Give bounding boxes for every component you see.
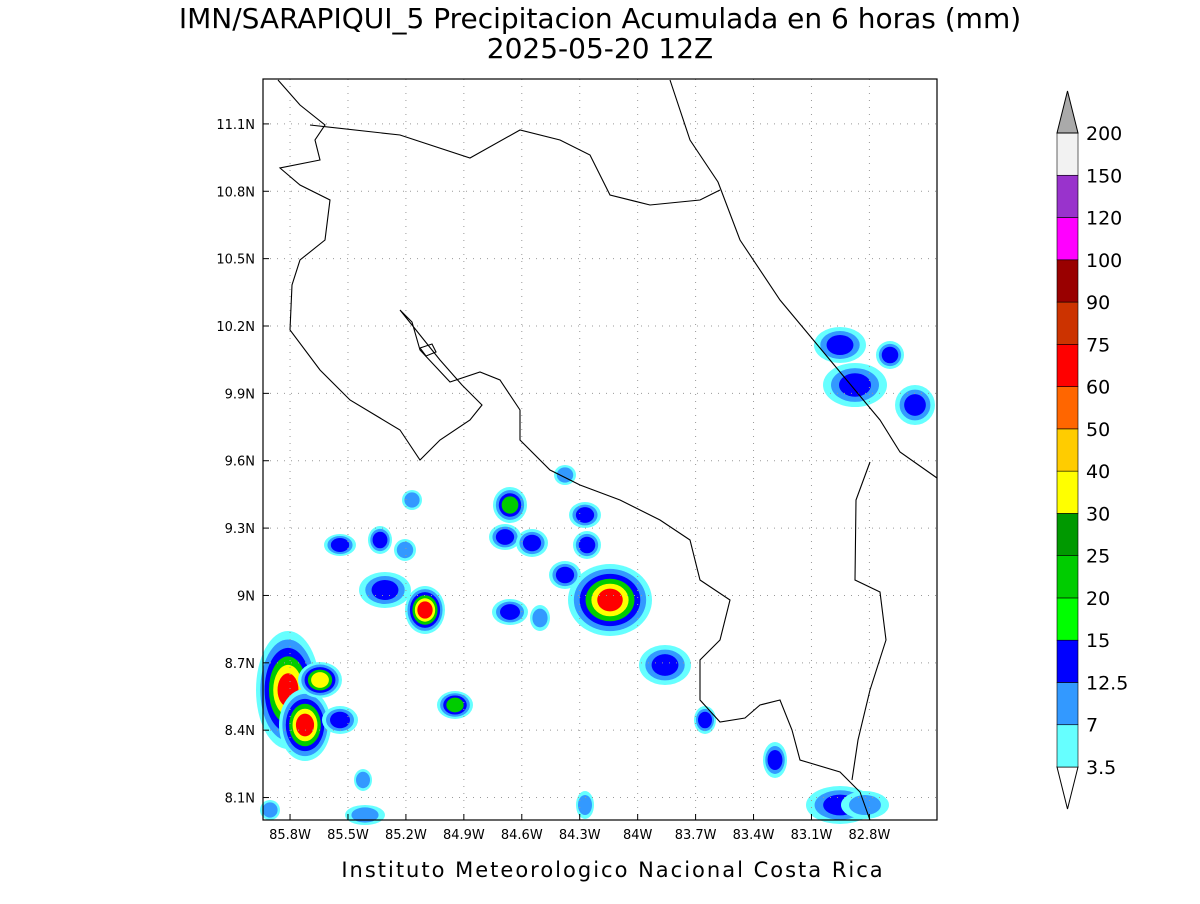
precip-contour xyxy=(404,492,420,508)
title: IMN/SARAPIQUI_5 Precipitacion Acumulada … xyxy=(179,2,1021,35)
x-tick-label: 83.7W xyxy=(675,828,717,843)
precip-contour xyxy=(311,672,329,688)
border-nicaragua xyxy=(309,124,721,206)
colorbar-label: 200 xyxy=(1086,123,1122,145)
colorbar-segment xyxy=(1056,132,1079,176)
colorbar-segment xyxy=(1056,724,1079,768)
pacific-coast xyxy=(277,79,871,821)
colorbar-segment xyxy=(1056,555,1079,599)
colorbar-label: 12.5 xyxy=(1086,672,1128,694)
coastlines xyxy=(277,79,938,821)
precip-contour xyxy=(262,802,278,818)
precip-contour xyxy=(501,496,519,514)
footer: Instituto Meteorologico Nacional Costa R… xyxy=(341,858,884,882)
x-tick-label: 85.8W xyxy=(269,828,311,843)
x-tick-label: 83.4W xyxy=(733,828,775,843)
x-tick-label: 85.5W xyxy=(327,828,369,843)
y-tick-label: 9.6N xyxy=(225,455,255,470)
precip-contour xyxy=(417,601,433,619)
colorbar-extend-low xyxy=(1056,766,1079,810)
precip-contour xyxy=(372,531,388,549)
colorbar-label: 7 xyxy=(1086,715,1098,737)
y-tick-label: 9.3N xyxy=(225,522,255,537)
y-tick-label: 9N xyxy=(237,589,255,604)
precip-contour xyxy=(356,771,370,789)
precip-contour xyxy=(578,795,592,815)
colorbar-segment xyxy=(1056,301,1079,345)
precip-contour xyxy=(578,536,596,554)
precip-contour xyxy=(881,346,899,364)
caribbean-coast xyxy=(669,79,938,479)
colorbar-label: 100 xyxy=(1086,250,1122,272)
x-tick-label: 85.2W xyxy=(385,828,427,843)
border-panama xyxy=(851,461,887,781)
precip-contour xyxy=(698,711,712,729)
colorbar-segment xyxy=(1056,259,1079,303)
colorbar-extend-high xyxy=(1056,90,1079,134)
y-tick-label: 10.8N xyxy=(216,185,255,200)
colorbar-label: 30 xyxy=(1086,503,1110,525)
y-tick-label: 8.4N xyxy=(225,724,255,739)
precip-contour xyxy=(330,538,350,552)
precip-contour xyxy=(295,713,315,737)
precip-contour xyxy=(522,534,542,552)
colorbar-label: 40 xyxy=(1086,461,1110,483)
precip-contour xyxy=(839,373,871,397)
precip-contour xyxy=(351,807,379,823)
colorbar-segment xyxy=(1056,513,1079,556)
precip-contour xyxy=(904,394,926,416)
colorbar-label: 50 xyxy=(1086,419,1110,441)
subtitle: 2025-05-20 12Z xyxy=(487,32,713,65)
colorbar-label: 150 xyxy=(1086,165,1122,187)
colorbar-segment xyxy=(1056,597,1079,641)
map-frame xyxy=(262,78,938,821)
precip-contour xyxy=(446,697,464,713)
colorbar-segment xyxy=(1056,344,1079,387)
colorbar-segment xyxy=(1056,386,1079,430)
x-tick-label: 83.1W xyxy=(791,828,833,843)
precip-contour xyxy=(556,467,574,483)
y-tick-label: 8.1N xyxy=(225,792,255,807)
precip-contour xyxy=(575,507,595,523)
colorbar-segment xyxy=(1056,682,1079,726)
precipitation-field xyxy=(256,327,935,825)
colorbar-label: 3.5 xyxy=(1086,757,1116,779)
colorbar-label: 120 xyxy=(1086,208,1122,230)
precip-contour xyxy=(597,588,623,612)
y-tick-label: 8.7N xyxy=(225,657,255,672)
precip-contour xyxy=(500,604,520,620)
x-tick-label: 84.9W xyxy=(443,828,485,843)
colorbar-label: 75 xyxy=(1086,334,1110,356)
colorbar-label: 25 xyxy=(1086,546,1110,568)
precip-contour xyxy=(826,335,854,355)
colorbar-label: 60 xyxy=(1086,377,1110,399)
x-tick-label: 84.6W xyxy=(501,828,543,843)
precip-contour xyxy=(495,529,515,545)
precip-contour xyxy=(371,580,399,600)
y-tick-label: 11.1N xyxy=(216,118,255,133)
precip-contour xyxy=(767,750,783,770)
precip-contour xyxy=(651,654,679,676)
y-tick-label: 10.2N xyxy=(216,320,255,335)
precip-contour xyxy=(532,608,548,628)
precip-contour xyxy=(555,566,575,584)
colorbar-segment xyxy=(1056,174,1079,218)
lake-shore xyxy=(419,343,437,357)
colorbar-segment xyxy=(1056,639,1079,683)
colorbar-label: 15 xyxy=(1086,630,1110,652)
y-tick-label: 9.9N xyxy=(225,387,255,402)
colorbar-label: 90 xyxy=(1086,292,1110,314)
colorbar-label: 20 xyxy=(1086,588,1110,610)
colorbar-segment xyxy=(1056,428,1079,472)
colorbar-segment xyxy=(1056,217,1079,261)
x-tick-label: 82.8W xyxy=(849,828,891,843)
precip-contour xyxy=(330,711,350,729)
y-tick-label: 10.5N xyxy=(216,253,255,268)
colorbar-segment xyxy=(1056,470,1079,514)
x-tick-label: 84W xyxy=(623,828,653,843)
x-tick-label: 84.3W xyxy=(559,828,601,843)
precip-contour xyxy=(396,541,414,559)
